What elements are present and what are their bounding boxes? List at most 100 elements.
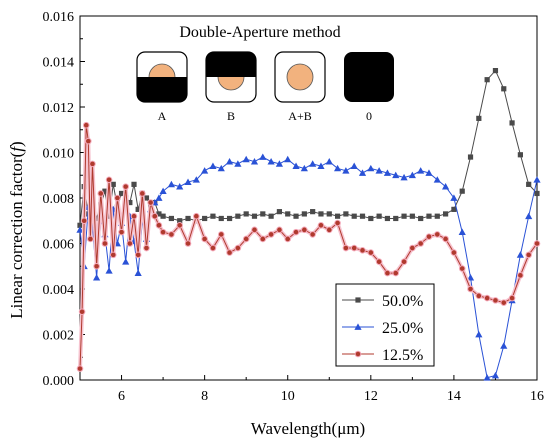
- data-point: [400, 173, 408, 181]
- data-point: [217, 164, 225, 172]
- x-tick-labels: 6 8 10 12 14 16: [118, 389, 544, 404]
- x-tick-label: 8: [201, 389, 208, 404]
- data-point: [118, 228, 125, 236]
- data-point: [376, 213, 382, 219]
- aperture-beam: [286, 63, 314, 91]
- data-point: [459, 188, 465, 194]
- data-point: [475, 330, 483, 338]
- data-point: [466, 274, 475, 281]
- data-point: [393, 215, 399, 222]
- data-point: [167, 180, 175, 188]
- data-point: [309, 231, 316, 238]
- data-point: [122, 183, 129, 190]
- aperture-panel: A+B: [274, 51, 326, 123]
- x-tick-label: 6: [118, 389, 125, 404]
- aperture-panel: 0: [344, 52, 394, 123]
- data-point: [168, 215, 174, 222]
- data-point: [433, 176, 441, 183]
- data-point: [184, 240, 192, 247]
- data-point: [201, 167, 209, 174]
- legend-label: 25.0%: [382, 320, 423, 337]
- data-point: [458, 265, 466, 272]
- data-point: [309, 160, 317, 167]
- legend-label: 12.5%: [382, 347, 423, 364]
- data-point: [492, 297, 499, 304]
- y-axis-title-close: ): [7, 141, 26, 147]
- data-point: [156, 211, 162, 217]
- aperture-panel: B: [205, 51, 257, 123]
- data-point: [176, 183, 184, 190]
- y-tick-label: 0.010: [43, 147, 75, 162]
- data-point: [130, 212, 138, 220]
- data-point: [334, 219, 341, 227]
- data-point: [426, 213, 432, 219]
- data-point: [433, 231, 441, 238]
- data-point: [275, 160, 284, 167]
- aperture-label: 0: [366, 109, 372, 123]
- aperture-shutter: [206, 52, 256, 77]
- data-point: [425, 233, 433, 240]
- data-point: [342, 244, 350, 252]
- y-axis-title-text: Linear correction factor(: [7, 151, 26, 318]
- data-point: [267, 158, 275, 165]
- data-point: [491, 371, 500, 379]
- y-axis-title: Linear correction factor(f): [7, 141, 26, 318]
- data-point: [209, 244, 217, 252]
- data-point: [78, 308, 86, 316]
- data-point: [210, 213, 216, 219]
- data-point: [392, 171, 400, 179]
- data-point: [185, 215, 191, 222]
- data-point: [259, 153, 267, 160]
- y-tick-label: 0.000: [43, 374, 75, 389]
- aperture-panel: A: [136, 51, 188, 123]
- data-point: [268, 213, 274, 219]
- data-point: [325, 158, 333, 165]
- data-point: [192, 176, 200, 183]
- data-point: [533, 176, 541, 183]
- legend-marker: [355, 297, 361, 303]
- data-point: [516, 251, 524, 258]
- data-point: [508, 294, 516, 302]
- data-point: [442, 183, 450, 190]
- data-point: [155, 222, 163, 229]
- data-point: [126, 240, 134, 247]
- data-point: [93, 262, 100, 270]
- data-point: [160, 213, 166, 219]
- data-point: [368, 215, 374, 222]
- data-point: [143, 244, 150, 252]
- data-point: [408, 171, 416, 179]
- aperture-label: A: [158, 109, 167, 123]
- data-point: [483, 374, 491, 381]
- data-point: [226, 249, 233, 256]
- legend-item: 25.0%: [342, 320, 423, 337]
- data-point: [218, 215, 224, 222]
- legend: 50.0% 25.0% 12.5%: [335, 283, 435, 367]
- data-point: [110, 181, 116, 187]
- data-point: [131, 181, 137, 187]
- series-1: [76, 153, 541, 381]
- data-point: [517, 152, 523, 158]
- data-point: [276, 226, 283, 234]
- data-point: [450, 194, 458, 201]
- series-2: [76, 121, 541, 372]
- data-point: [533, 240, 541, 247]
- data-point: [134, 251, 142, 259]
- data-point: [243, 211, 249, 217]
- legend-item: 12.5%: [342, 347, 423, 364]
- data-point: [234, 160, 242, 167]
- data-point: [434, 213, 440, 219]
- data-point: [151, 212, 159, 220]
- data-point: [442, 235, 449, 243]
- data-point: [250, 158, 259, 165]
- data-point: [383, 169, 392, 176]
- data-point: [425, 169, 433, 176]
- inset-title: Double-Aperture method: [179, 24, 340, 41]
- data-point: [105, 267, 113, 274]
- y-tick-label: 0.012: [43, 101, 75, 116]
- data-point: [105, 176, 113, 184]
- data-point: [525, 212, 533, 220]
- legend-label: 50.0%: [382, 293, 423, 310]
- data-point: [284, 155, 292, 163]
- data-point: [225, 158, 234, 165]
- data-point: [127, 199, 133, 206]
